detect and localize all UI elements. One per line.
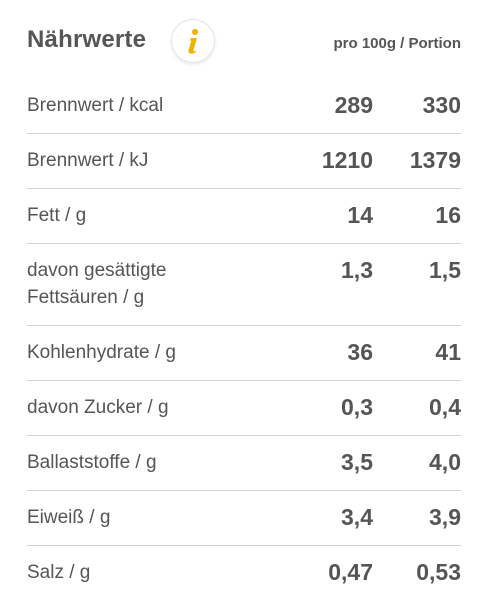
table-row: Salz / g 0,47 0,53 [27, 546, 461, 600]
value-per-portion: 1379 [409, 147, 461, 173]
value-per-portion: 1,5 [429, 257, 461, 283]
table-row: Kohlenhydrate / g 36 41 [27, 326, 461, 381]
value-per-portion: 3,9 [429, 504, 461, 530]
value-per-100g: 3,5 [341, 449, 373, 475]
value-per-portion: 41 [435, 339, 461, 365]
row-label: Ballaststoffe / g [27, 452, 157, 473]
value-per-portion: 4,0 [429, 449, 461, 475]
row-label: Brennwert / kcal [27, 95, 164, 116]
value-per-100g: 3,4 [341, 504, 373, 530]
table-row: Eiweiß / g 3,4 3,9 [27, 491, 461, 546]
row-label: Eiweiß / g [27, 507, 111, 528]
value-per-100g: 1210 [321, 147, 373, 173]
value-per-portion: 0,4 [429, 394, 461, 420]
value-per-portion: 330 [422, 92, 461, 118]
nutrition-table: Brennwert / kcal 289 330 Brennwert / kJ … [27, 79, 461, 600]
value-per-100g: 36 [347, 339, 373, 365]
table-row: Fett / g 14 16 [27, 189, 461, 244]
value-per-100g: 0,3 [341, 394, 373, 420]
table-row: Ballaststoffe / g 3,5 4,0 [27, 436, 461, 491]
table-row: davon gesättigte Fettsäuren / g 1,3 1,5 [27, 244, 461, 326]
page-title: Nährwerte [27, 26, 147, 53]
info-button[interactable] [172, 20, 214, 62]
column-header: pro 100g / Portion [333, 35, 461, 52]
row-label: Kohlenhydrate / g [27, 342, 176, 363]
info-icon [185, 28, 201, 54]
table-row: Brennwert / kcal 289 330 [27, 79, 461, 134]
table-row: Brennwert / kJ 1210 1379 [27, 134, 461, 189]
value-per-portion: 16 [435, 202, 461, 228]
value-per-portion: 0,53 [416, 559, 461, 585]
table-row: davon Zucker / g 0,3 0,4 [27, 381, 461, 436]
value-per-100g: 1,3 [341, 257, 373, 283]
value-per-100g: 289 [334, 92, 373, 118]
row-label: Salz / g [27, 562, 91, 583]
row-label: Fett / g [27, 205, 87, 226]
row-label: davon Zucker / g [27, 397, 169, 418]
nutrition-header: Nährwerte pro 100g / Portion [0, 0, 485, 84]
row-label: Brennwert / kJ [27, 150, 149, 171]
value-per-100g: 14 [347, 202, 373, 228]
value-per-100g: 0,47 [328, 559, 373, 585]
row-label: davon gesättigte Fettsäuren / g [27, 260, 167, 308]
